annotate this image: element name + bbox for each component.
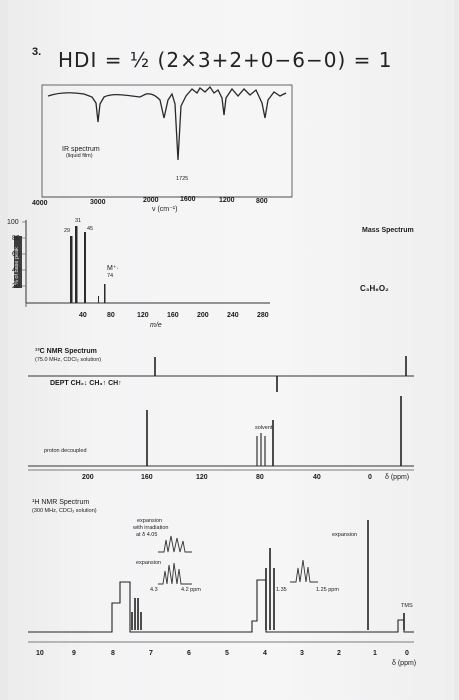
ms-peak-31	[75, 226, 78, 303]
h1-xtick: 1	[373, 650, 377, 657]
ms-ylabel-box	[14, 236, 22, 288]
c13-dept-label: DEPT CH₂↓ CH₃↑ CH↑	[50, 380, 122, 387]
h1-exp-tick: 1.35	[276, 587, 287, 593]
c13-subtitle: (75.0 MHz, CDCl₃ solution)	[35, 357, 102, 363]
ms-ytick: 20	[12, 283, 20, 290]
ir-xtick: 2000	[143, 197, 159, 204]
h1-xunit: δ (ppm)	[392, 660, 417, 667]
ms-peak-74	[104, 284, 106, 303]
h1-xtick: 3	[300, 650, 304, 657]
ir-label-line2: (liquid film)	[66, 153, 93, 159]
ir-xtick: 800	[256, 198, 268, 205]
h1-expansion-right	[290, 559, 318, 583]
h1-subtitle: (300 MHz, CDCl₃ solution)	[32, 508, 97, 514]
ms-peak-45	[84, 232, 86, 303]
h1-xtick: 4	[263, 650, 267, 657]
h1-expansion	[158, 562, 192, 585]
h1-expansion-irr-line3: at δ 4.05	[136, 532, 158, 538]
ms-peak-small	[98, 296, 99, 303]
c13-xunit: δ (ppm)	[385, 474, 410, 481]
ms-xtick: 280	[257, 312, 269, 319]
c13-xtick: 120	[196, 474, 208, 481]
ms-ytick: 80	[12, 235, 20, 242]
ir-xlabel: ν (cm⁻¹)	[152, 206, 178, 213]
ms-peak-label: 45	[87, 226, 94, 232]
ms-title: Mass Spectrum	[362, 227, 414, 234]
ms-ytick: 40	[12, 267, 20, 274]
c13-decoupled-label: proton decoupled	[44, 448, 87, 454]
ms-xlabel: m/e	[150, 322, 162, 329]
h1-expansion-right-label: expansion	[332, 532, 358, 538]
ir-trace	[47, 85, 287, 161]
worksheet-page	[8, 0, 454, 700]
ms-molecular-ion-mass: 74	[107, 273, 114, 279]
h1-expansion-irr	[158, 535, 192, 553]
c13-xtick: 40	[313, 474, 321, 481]
ir-label-line1: IR spectrum	[62, 146, 100, 153]
ir-xtick: 4000	[32, 200, 48, 207]
h1-xtick: 0	[405, 650, 409, 657]
h1-xtick: 10	[36, 650, 44, 657]
c13-xtick: 200	[82, 474, 94, 481]
ms-molecular-ion: M⁺·	[107, 265, 119, 272]
ms-xtick: 120	[137, 312, 149, 319]
ms-peak-label: 29	[64, 228, 71, 234]
c13-xtick: 160	[141, 474, 153, 481]
hdi-equation: HDI = ½ (2×3+2+0−6−0) = 1	[58, 48, 393, 72]
h1-xtick: 2	[337, 650, 341, 657]
c13-solvent-label: solvent	[255, 425, 273, 431]
h1-tms-label: TMS	[401, 603, 413, 609]
h1-expansion-irr-line2: with irradiation	[133, 525, 169, 531]
ms-ytick: 100	[7, 219, 19, 226]
h1-xtick: 8	[111, 650, 115, 657]
h1-trace	[28, 579, 414, 633]
ms-xtick: 240	[227, 312, 239, 319]
h1-xtick: 6	[187, 650, 191, 657]
ms-peak-label: 31	[75, 218, 82, 224]
ms-xtick: 80	[107, 312, 115, 319]
c13-title: ¹³C NMR Spectrum	[35, 348, 97, 355]
ms-peak-29	[70, 236, 73, 303]
ms-xtick: 200	[197, 312, 209, 319]
ir-xtick: 3000	[90, 199, 106, 206]
ir-peak-label: 1725	[176, 176, 189, 182]
problem-number: 3.	[32, 46, 42, 58]
ms-xtick: 40	[79, 312, 87, 319]
c13-xtick: 80	[256, 474, 264, 481]
h1-exp-tick: 1.25 ppm	[316, 587, 339, 593]
h1-title: ¹H NMR Spectrum	[32, 499, 90, 506]
h1-xtick: 5	[225, 650, 229, 657]
h1-exp-tick: 4.2 ppm	[181, 587, 201, 593]
ms-ytick: 60	[12, 251, 20, 258]
h1-expansion-irr-line1: expansion	[137, 518, 163, 524]
h1-xtick: 9	[72, 650, 76, 657]
h1-xtick: 7	[149, 650, 153, 657]
ms-formula: C₃H₆O₂	[360, 284, 389, 293]
h1-exp-tick: 4.3	[150, 587, 158, 593]
ir-xtick: 1200	[219, 197, 235, 204]
ir-xtick: 1600	[180, 196, 196, 203]
ms-xtick: 160	[167, 312, 179, 319]
c13-xtick: 0	[368, 474, 372, 481]
h1-expansion-label: expansion	[136, 560, 162, 566]
